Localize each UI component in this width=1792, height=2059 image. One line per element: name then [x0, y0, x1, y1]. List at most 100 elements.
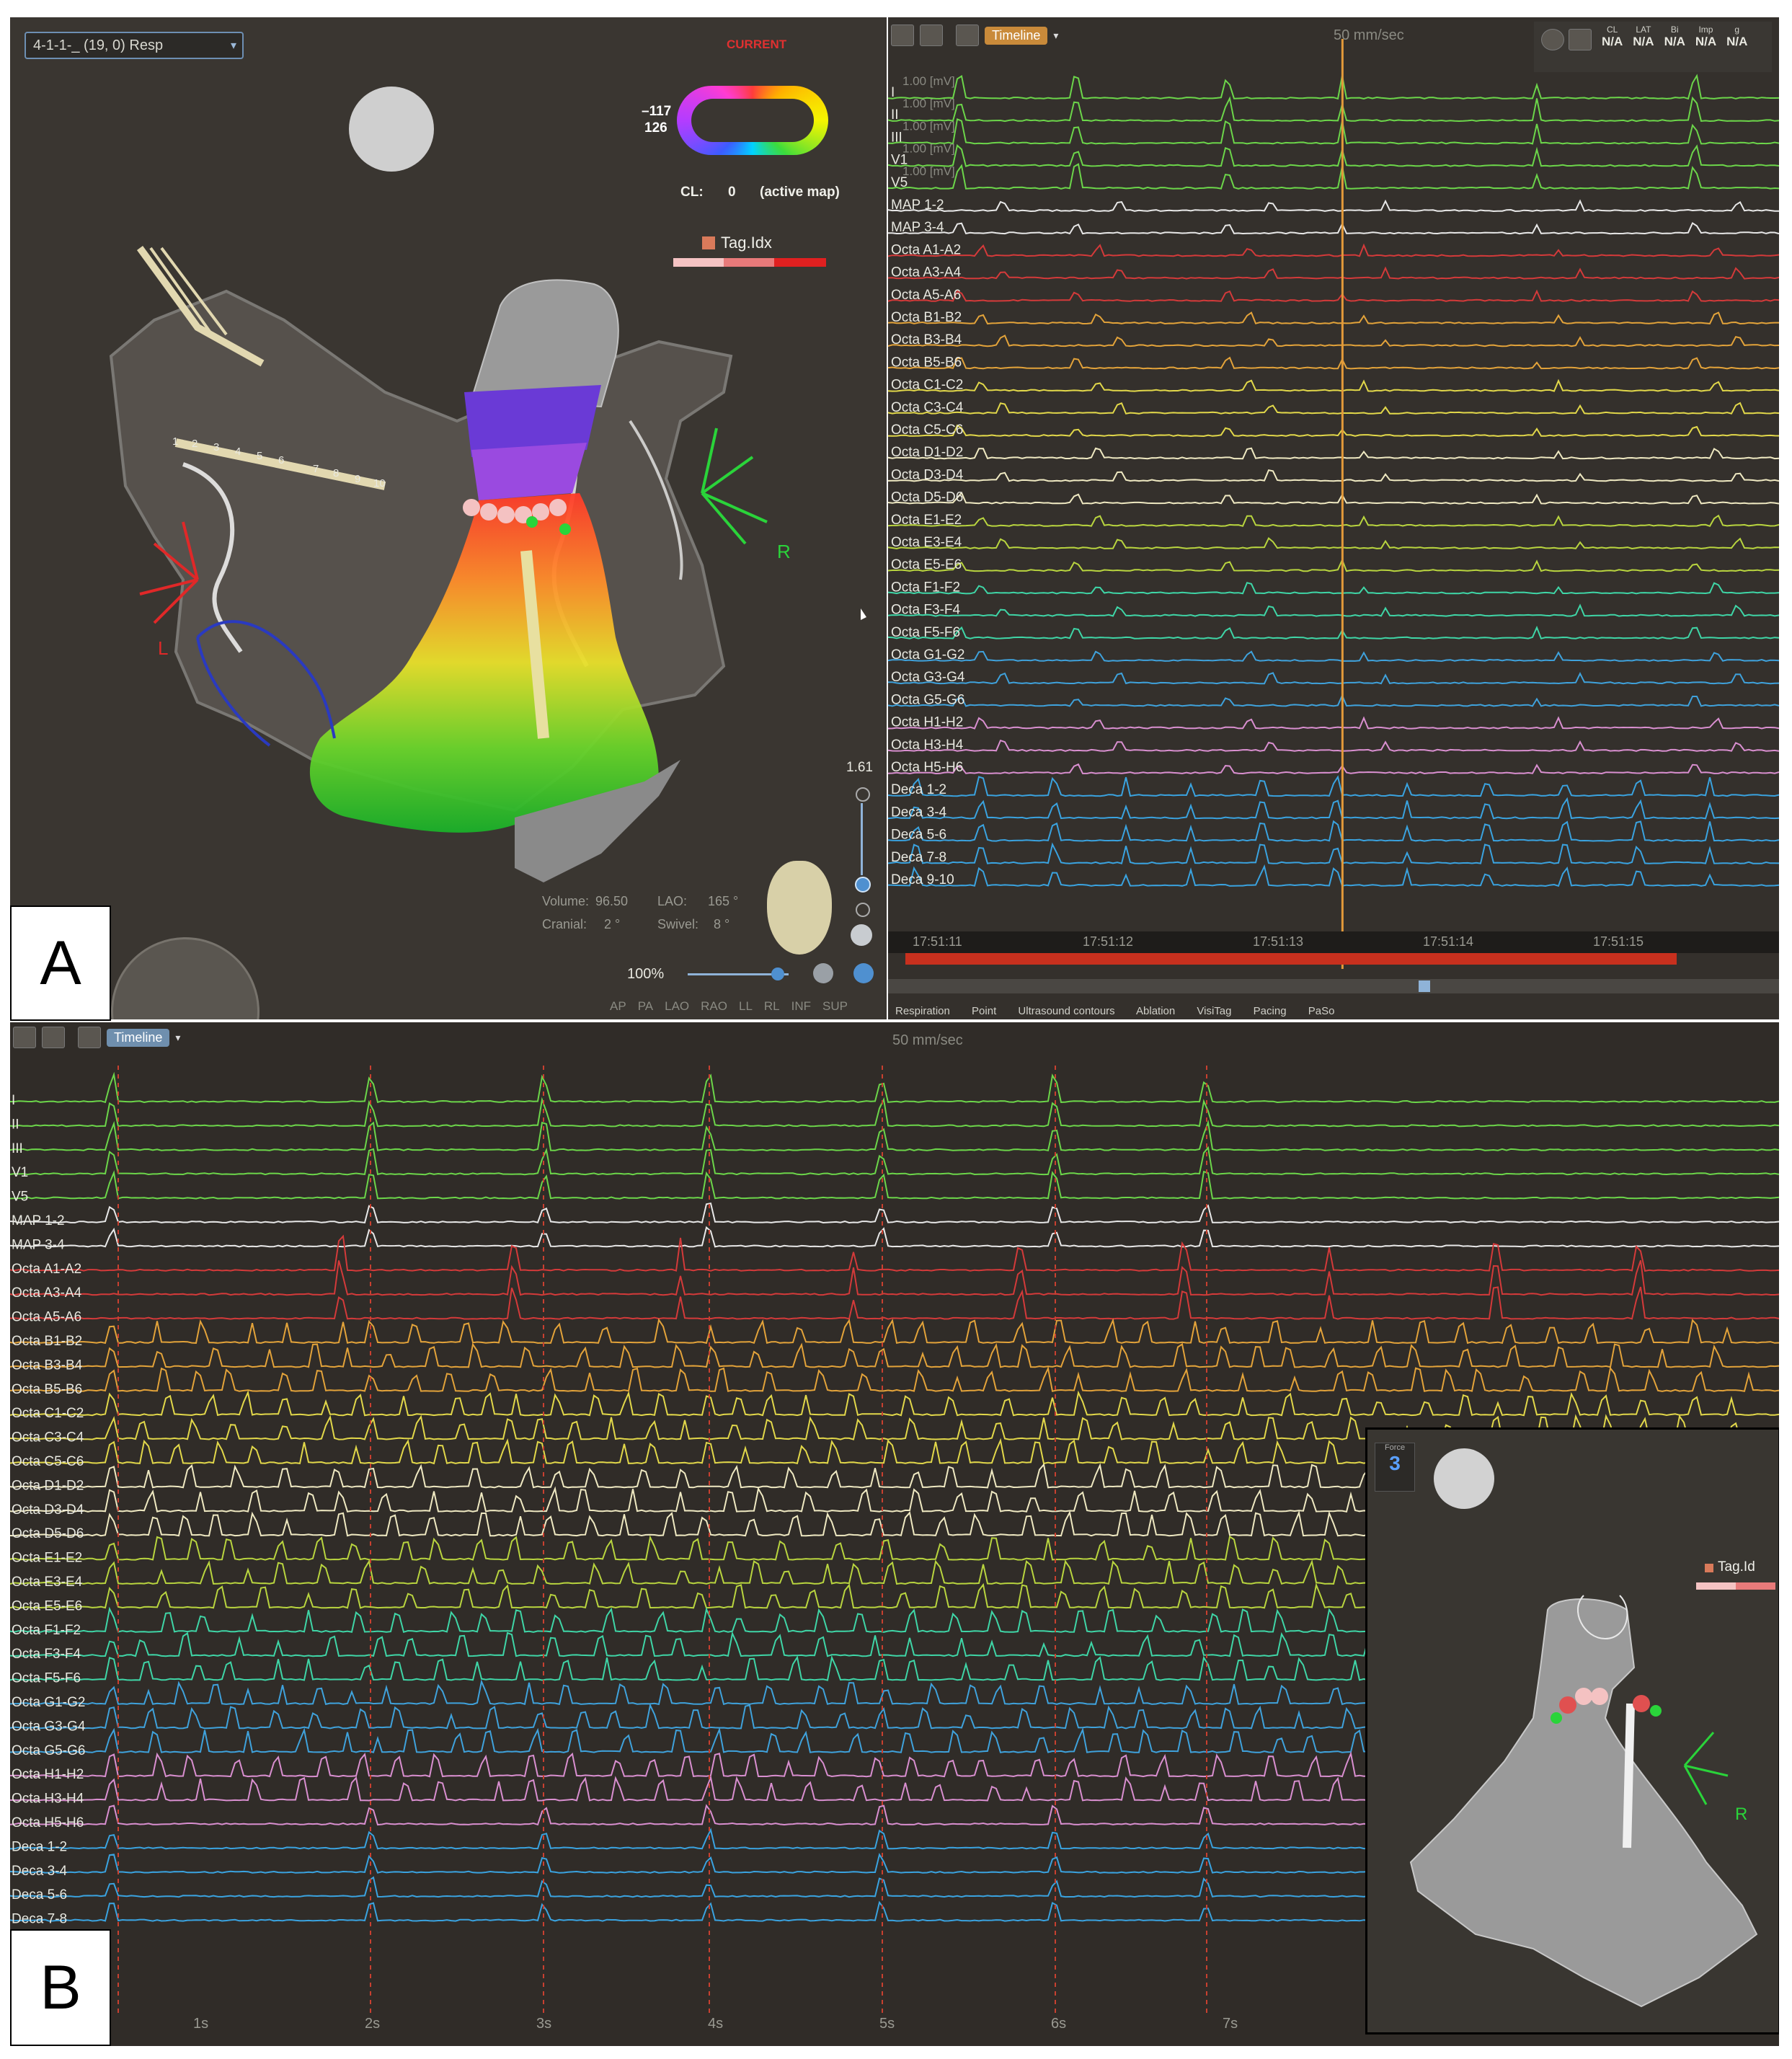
- inset-orientation-sphere[interactable]: [1434, 1448, 1494, 1509]
- layout-tool-icon[interactable]: [920, 25, 943, 46]
- channel-label-bottom: Octa H5-H6: [12, 1815, 84, 1830]
- activation-band-violet: [471, 443, 587, 500]
- channel-label-bottom: Octa C5-C6: [12, 1454, 84, 1469]
- sweep-speed-bottom: 50 mm/sec: [892, 1032, 963, 1048]
- inset-anatomy-svg: [1409, 1595, 1758, 2008]
- zoom-out-icon[interactable]: [856, 903, 870, 917]
- view-button-sup[interactable]: SUP: [822, 999, 848, 1013]
- catheter-number-7: 7: [313, 463, 319, 475]
- volume-value: 96.50: [595, 894, 629, 908]
- heart-mini-icon[interactable]: [767, 861, 832, 955]
- trace-top-31: [888, 775, 1779, 797]
- channel-label-bottom: I: [12, 1093, 15, 1108]
- channel-label-top: Octa E5-E6: [891, 557, 962, 572]
- zoom-percent-handle[interactable]: [771, 967, 784, 980]
- trace-top-26: [888, 672, 1779, 685]
- zoom-percent: 100%: [627, 966, 665, 982]
- sweep-speed-top: 50 mm/sec: [1334, 27, 1404, 43]
- trace-top-3: [888, 143, 1779, 167]
- settings-icon[interactable]: [1569, 29, 1592, 50]
- time-tick-bottom: 7s: [1223, 2016, 1238, 2032]
- channel-label-bottom: Octa E3-E4: [12, 1575, 83, 1590]
- navigate-icon[interactable]: [853, 963, 874, 983]
- upper-catheter-bundle-2: [149, 247, 213, 336]
- channel-label-top: Octa F3-F4: [891, 603, 961, 618]
- channel-label-top: Octa B3-B4: [891, 332, 962, 347]
- channel-label-top: I: [891, 85, 895, 100]
- inset-tag-icon: [1705, 1564, 1713, 1572]
- cranial-value: 2 °: [604, 917, 621, 931]
- channel-label-top: Deca 5-6: [891, 828, 946, 843]
- rotate-view-icon[interactable]: [851, 924, 872, 946]
- left-orientation-axes: [139, 521, 199, 624]
- timeline-button-top[interactable]: Timeline: [985, 26, 1048, 45]
- trace-bottom-12: [10, 1365, 1779, 1392]
- view-button-inf[interactable]: INF: [791, 999, 812, 1013]
- anatomy-map-svg[interactable]: [10, 17, 887, 1019]
- timeline-button-bottom[interactable]: Timeline: [107, 1028, 170, 1047]
- trace-bottom-10: [10, 1318, 1779, 1345]
- orientation-sphere[interactable]: [349, 87, 434, 172]
- channel-label-top: Deca 3-4: [891, 805, 947, 820]
- trace-top-24: [888, 625, 1779, 639]
- chevron-down-icon[interactable]: ▾: [1053, 29, 1059, 41]
- channel-label-bottom: Octa F1-F2: [12, 1623, 81, 1638]
- time-tick-top: 17:51:13: [1253, 934, 1304, 949]
- view-button-lao[interactable]: LAO: [665, 999, 690, 1013]
- record-tool-icon[interactable]: [78, 1027, 101, 1048]
- time-tick-bottom: 2s: [365, 2016, 381, 2032]
- chevron-down-icon[interactable]: ▾: [230, 40, 236, 52]
- zoom-slider-track[interactable]: [861, 803, 863, 875]
- trace-bottom-1: [10, 1097, 1779, 1128]
- channel-label-top: Octa C1-C2: [891, 378, 963, 393]
- channel-label-bottom: V1: [12, 1165, 28, 1180]
- ecg-panel-bottom: Timeline ▾ 50 mm/sec I II III V1 V5 MAP 1-2 MA…: [10, 1022, 1779, 2046]
- channel-label-bottom: Octa B1-B2: [12, 1334, 82, 1349]
- record-tool-icon[interactable]: [956, 25, 979, 46]
- map-selector[interactable]: 4-1-1-_ (19, 0) Resp ▾: [25, 32, 244, 59]
- map-3d-view[interactable]: 4-1-1-_ (19, 0) Resp ▾ CURRENT –117 126 …: [10, 17, 887, 1019]
- channel-label-bottom: Octa F5-F6: [12, 1671, 81, 1686]
- layout-tool-icon[interactable]: [42, 1027, 65, 1048]
- chevron-down-icon[interactable]: ▾: [175, 1031, 181, 1043]
- channel-label-bottom: Octa D1-D2: [12, 1478, 84, 1493]
- channel-label-top: Octa G1-G2: [891, 647, 964, 663]
- channel-label-bottom: Deca 1-2: [12, 1839, 67, 1854]
- view-button-ll[interactable]: LL: [738, 999, 753, 1013]
- view-button-rao[interactable]: RAO: [701, 999, 727, 1013]
- horizontal-scrollbar[interactable]: [888, 979, 1779, 993]
- header-field-cl: CL N/A: [1602, 25, 1623, 49]
- channel-label-bottom: Deca 7-8: [12, 1912, 67, 1927]
- view-button-rl[interactable]: RL: [763, 999, 780, 1013]
- zoom-percent-slider[interactable]: [688, 973, 789, 975]
- header-field-label: LAT: [1636, 25, 1651, 35]
- zoom-tool-icon[interactable]: [13, 1027, 36, 1048]
- zoom-slider-handle[interactable]: [855, 877, 871, 893]
- lao-label: LAO:: [657, 894, 688, 908]
- time-tick-bottom: 3s: [536, 2016, 552, 2032]
- zoom-tool-icon[interactable]: [891, 25, 914, 46]
- inset-3d-view[interactable]: Force 3 Tag.Id R: [1365, 1427, 1779, 2034]
- channel-label-bottom: MAP 3-4: [12, 1237, 65, 1252]
- header-field-g: g N/A: [1726, 25, 1747, 49]
- scrollbar-thumb[interactable]: [1419, 980, 1430, 992]
- blue-contour: [196, 620, 336, 747]
- view-button-ap[interactable]: AP: [610, 999, 626, 1013]
- channel-scale-top: 1.00 [mV]: [902, 97, 955, 110]
- tag-index-bar: [673, 258, 826, 267]
- catheter-number-10: 10: [373, 477, 386, 490]
- inset-atrium: [1409, 1598, 1758, 2008]
- clock-icon[interactable]: [1541, 29, 1564, 50]
- time-tick-bottom: 4s: [708, 2016, 724, 2032]
- catheter-number-8: 8: [333, 467, 340, 479]
- zoom-in-icon[interactable]: [856, 787, 870, 802]
- channel-label-bottom: Octa H1-H2: [12, 1767, 84, 1782]
- cl-value: 0: [728, 185, 736, 200]
- trace-top-25: [888, 650, 1779, 663]
- trace-top-15: [888, 424, 1779, 438]
- view-button-pa[interactable]: PA: [637, 999, 654, 1013]
- channel-label-top: Octa E1-E2: [891, 513, 962, 528]
- screenshot-icon[interactable]: [813, 963, 833, 983]
- force-label: Force: [1384, 1443, 1406, 1452]
